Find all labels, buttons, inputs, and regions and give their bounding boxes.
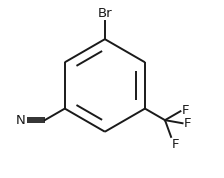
Text: N: N — [16, 114, 26, 127]
Text: F: F — [184, 117, 192, 130]
Text: F: F — [172, 138, 179, 151]
Text: Br: Br — [98, 7, 112, 20]
Text: F: F — [182, 104, 189, 117]
